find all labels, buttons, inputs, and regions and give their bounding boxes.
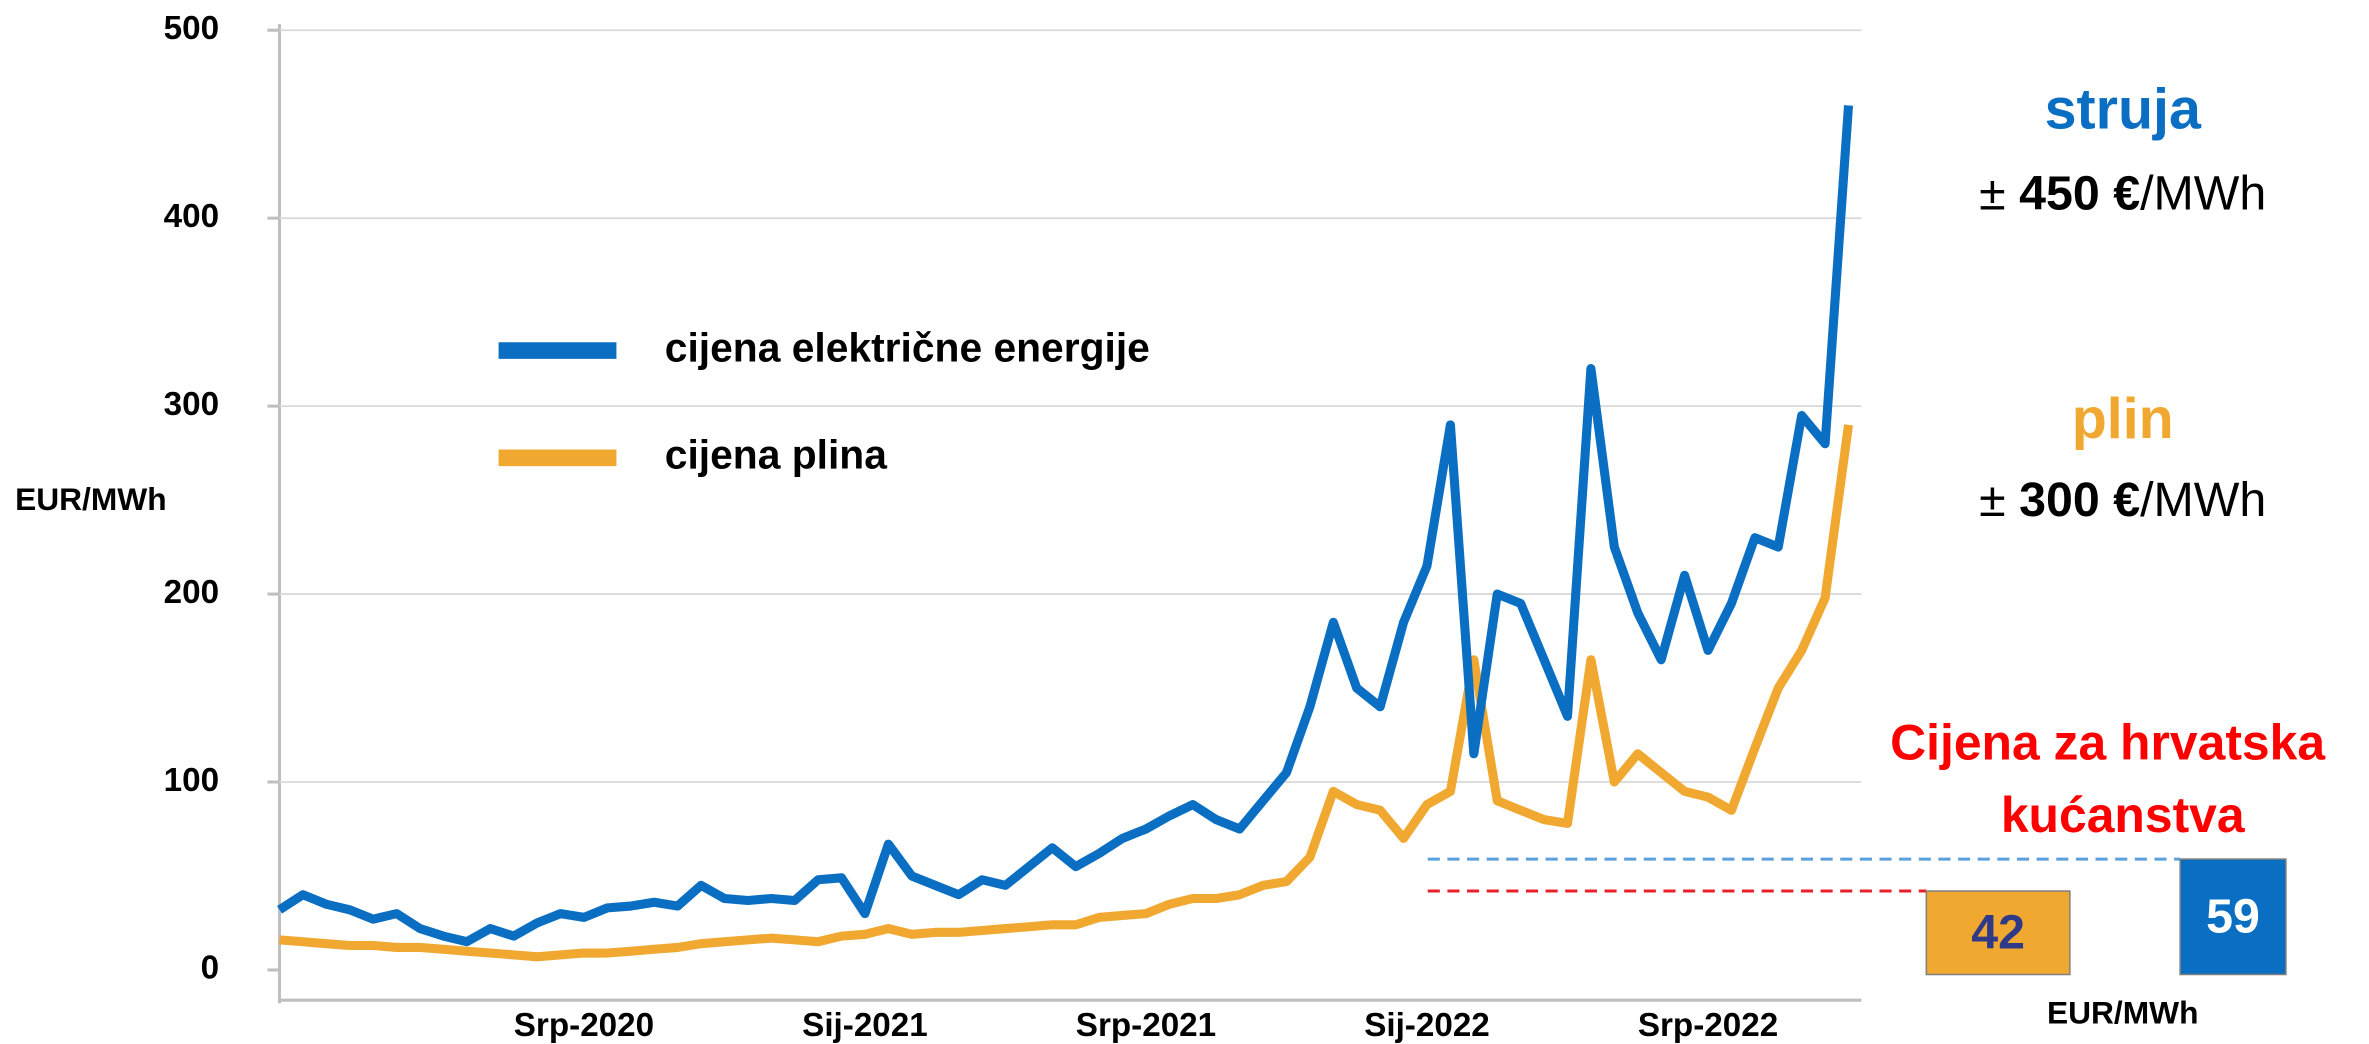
y-axis-label: EUR/MWh: [15, 481, 167, 517]
series-line: [277, 105, 1854, 947]
unit: /MWh: [2140, 473, 2266, 527]
x-tick-label: Srp-2022: [1638, 1007, 1778, 1044]
household-bar: [2179, 858, 2287, 976]
y-tick-label: 500: [164, 10, 219, 47]
legend-label: cijena električne energije: [665, 324, 1150, 370]
value: 300 €: [2019, 473, 2140, 527]
approx: ±: [1979, 166, 2006, 220]
annotation-label: struja: [2045, 77, 2202, 141]
household-title: Cijena za hrvatska: [1890, 715, 2326, 771]
value: 450 €: [2019, 166, 2140, 220]
series-line: [279, 424, 1854, 962]
household-title: kućanstva: [2001, 787, 2246, 843]
household-unit: EUR/MWh: [2047, 995, 2199, 1031]
approx: ±: [1979, 473, 2006, 527]
y-tick-label: 400: [164, 198, 219, 235]
household-bar: [1925, 890, 2071, 976]
y-tick-label: 100: [164, 762, 219, 799]
y-tick-label: 200: [164, 574, 219, 611]
annotation-value: ± 300 €/MWh: [1979, 473, 2266, 527]
annotation-value: ± 450 €/MWh: [1979, 166, 2266, 220]
y-tick-label: 300: [164, 386, 219, 423]
x-tick-label: Srp-2020: [514, 1007, 654, 1044]
unit: /MWh: [2140, 166, 2266, 220]
legend-label: cijena plina: [665, 432, 887, 478]
y-tick-label: 0: [201, 950, 219, 987]
household-value: 59: [2206, 890, 2260, 944]
annotation-label: plin: [2072, 387, 2174, 451]
x-tick-label: Sij-2021: [802, 1007, 928, 1044]
x-tick-label: Sij-2022: [1364, 1007, 1490, 1044]
x-tick-label: Srp-2021: [1076, 1007, 1216, 1044]
household-value: 42: [1971, 906, 2025, 960]
